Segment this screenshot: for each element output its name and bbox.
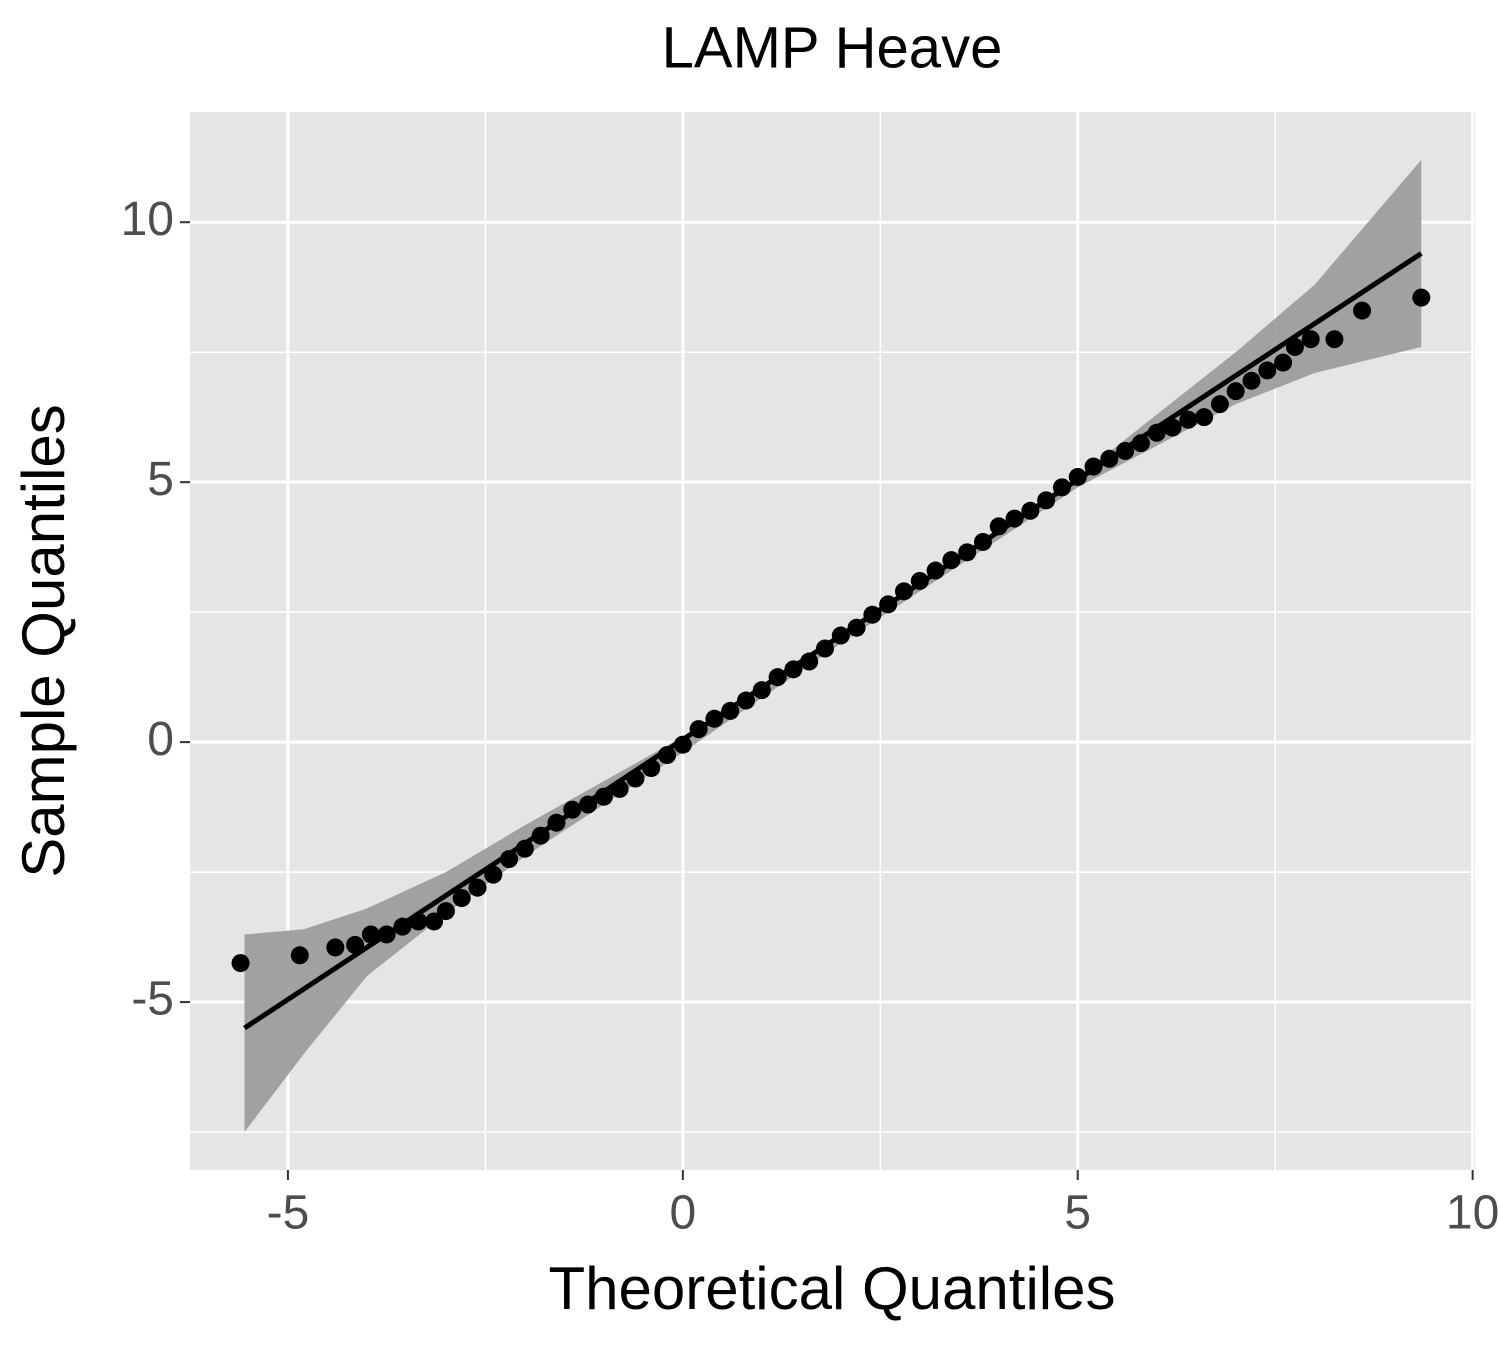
point [1179,410,1198,429]
point [1210,395,1229,414]
point [1325,330,1344,349]
point [1195,408,1214,427]
y-tick-label: 10 [121,193,174,246]
y-axis-label: Sample Quantiles [10,404,77,878]
point [425,912,444,931]
point [1242,371,1261,390]
point [436,902,455,921]
x-tick-label: 10 [1446,1187,1499,1240]
x-axis-label: Theoretical Quantiles [549,1255,1116,1322]
point [468,878,487,897]
point [1226,382,1245,401]
y-tick-label: 0 [147,713,174,766]
y-tick-label: 5 [147,453,174,506]
point [1412,288,1431,307]
point [452,889,471,908]
x-tick-label: 0 [669,1187,696,1240]
point [1301,330,1320,349]
reference-line [243,251,1423,1031]
chart-title: LAMP Heave [662,15,1003,80]
y-tick-label: -5 [131,973,174,1026]
point [231,954,250,973]
x-tick-label: -5 [267,1187,310,1240]
point [1353,301,1372,320]
point [1258,361,1277,380]
x-tick-label: 5 [1064,1187,1091,1240]
point [1274,353,1293,372]
point [290,946,309,965]
point [326,938,345,957]
